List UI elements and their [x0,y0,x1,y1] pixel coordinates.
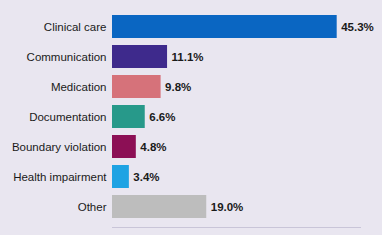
svg-text:Communication: Communication [27,51,107,63]
svg-text:Medication: Medication [51,81,107,93]
svg-text:Health impairment: Health impairment [13,171,107,183]
svg-text:4.8%: 4.8% [140,141,166,153]
svg-text:11.1%: 11.1% [172,51,204,63]
svg-text:9.8%: 9.8% [165,81,191,93]
svg-text:6.6%: 6.6% [149,111,175,123]
svg-text:Other: Other [78,201,107,213]
svg-text:Boundary violation: Boundary violation [12,141,107,153]
svg-text:3.4%: 3.4% [133,171,159,183]
svg-text:Clinical care: Clinical care [44,21,107,33]
svg-text:Documentation: Documentation [29,111,106,123]
svg-text:19.0%: 19.0% [211,201,244,213]
svg-text:45.3%: 45.3% [341,21,374,33]
